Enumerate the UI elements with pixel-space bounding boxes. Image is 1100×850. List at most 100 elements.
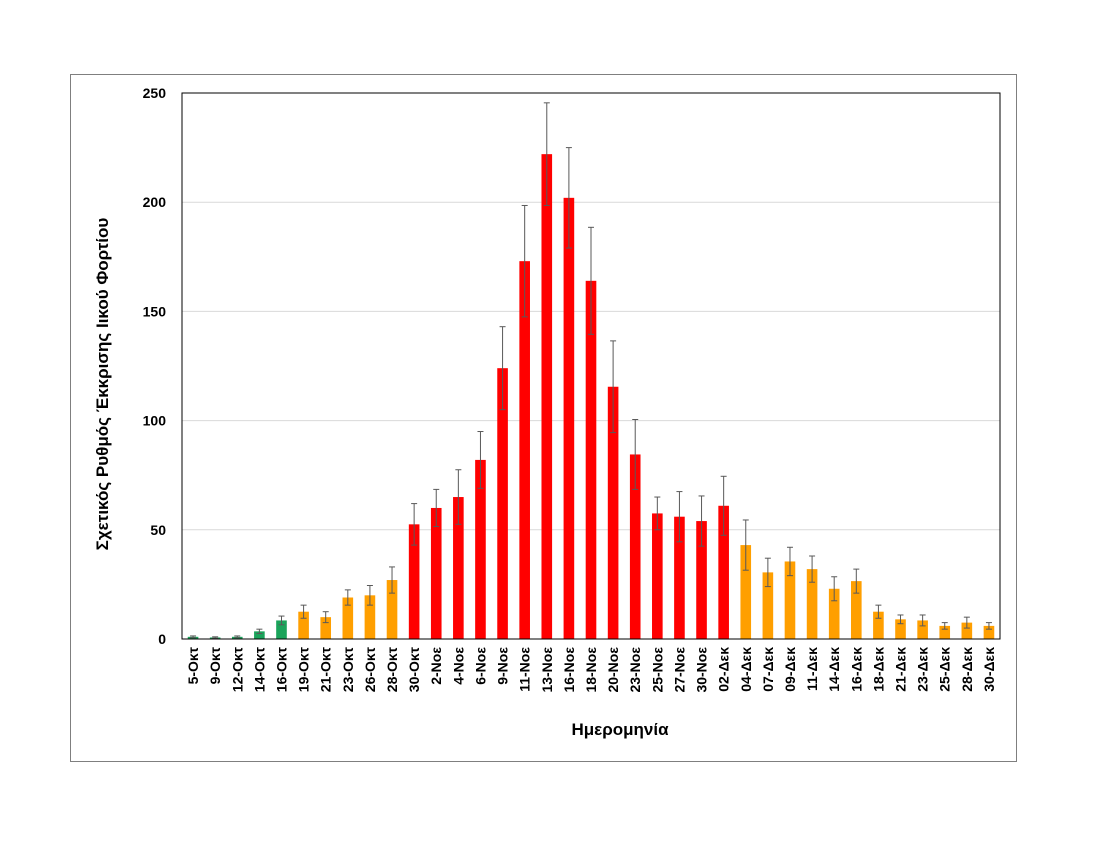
error-bar	[720, 475, 727, 536]
bar	[828, 588, 840, 639]
y-tick-label: 150	[143, 303, 167, 319]
bar	[740, 545, 752, 639]
x-tick-label: 20-Νοε	[605, 647, 621, 693]
bar	[276, 620, 287, 639]
bar	[254, 631, 265, 639]
bar	[806, 569, 818, 639]
bar	[983, 625, 995, 639]
error-bar	[565, 147, 572, 249]
axes	[181, 92, 1001, 640]
x-tick-label: 14-Δεκ	[826, 647, 842, 692]
bar	[917, 620, 928, 639]
bar	[674, 516, 685, 639]
error-bars	[190, 102, 992, 639]
error-bar	[300, 604, 307, 619]
x-tick-label: 6-Νοε	[472, 647, 488, 685]
bar	[939, 625, 951, 639]
y-tick-label: 50	[150, 522, 166, 538]
x-tick-label: 13-Νοε	[539, 647, 555, 693]
x-tick-label: 11-Νοε	[517, 647, 533, 692]
error-bar	[809, 555, 816, 583]
x-tick-label: 9-Οκτ	[207, 646, 223, 684]
y-axis-title: Σχετικός Ρυθμός Έκκρισης Ιικού Φορτίου	[93, 218, 112, 551]
error-bar	[897, 614, 904, 625]
chart-frame: 0 50 100 150 200 250 5-Οκτ 9-Οκτ 12-Οκτ 14-Οκτ 16…	[70, 74, 1017, 762]
error-bar	[278, 615, 285, 626]
x-tick-label: 25-Νοε	[649, 647, 665, 693]
error-bar	[786, 546, 793, 577]
error-bar	[963, 616, 970, 629]
bar	[497, 368, 508, 639]
error-bar	[853, 568, 860, 594]
x-tick-label: 09-Δεκ	[782, 647, 798, 692]
error-bar	[654, 496, 661, 531]
x-tick-label: 25-Δεκ	[937, 647, 953, 692]
error-bar	[676, 491, 683, 543]
x-tick-label: 30-Νοε	[694, 647, 710, 693]
error-bar	[256, 628, 263, 635]
x-tick-label: 14-Οκτ	[251, 646, 267, 692]
bar	[607, 386, 619, 639]
bar	[364, 595, 376, 639]
error-bar	[632, 419, 639, 490]
x-tick-label: 23-Δεκ	[915, 647, 931, 692]
bar	[298, 611, 309, 639]
error-bar	[764, 557, 771, 588]
error-bar	[322, 611, 329, 624]
x-tick-label: 16-Νοε	[561, 647, 577, 693]
error-bar	[366, 584, 373, 606]
plot-border	[181, 92, 1001, 640]
x-tick-label: 5-Οκτ	[185, 646, 201, 684]
x-tick-label: 02-Δεκ	[716, 647, 732, 692]
error-bar	[477, 431, 484, 489]
bar	[850, 581, 862, 639]
bar	[430, 507, 442, 639]
x-tick-label: 16-Δεκ	[848, 647, 864, 692]
x-tick-label: 30-Οκτ	[406, 646, 422, 692]
x-tick-label: 16-Οκτ	[273, 646, 289, 692]
y-tick-labels: 0 50 100 150 200 250	[143, 85, 167, 647]
bar	[541, 154, 553, 639]
y-tick-label: 200	[143, 194, 167, 210]
error-bar	[610, 340, 617, 434]
y-tick-label: 250	[143, 85, 167, 101]
x-tick-label: 30-Δεκ	[981, 647, 997, 692]
bar	[342, 597, 354, 639]
x-tick-label: 07-Δεκ	[760, 647, 776, 692]
error-bar	[212, 636, 219, 639]
x-tick-label: 26-Οκτ	[362, 646, 378, 692]
error-bar	[389, 566, 396, 594]
x-tick-label: 18-Νοε	[583, 647, 599, 693]
bar	[895, 619, 906, 639]
bars	[187, 154, 995, 639]
bar	[386, 580, 398, 639]
x-tick-label: 11-Δεκ	[804, 647, 820, 691]
bar	[696, 521, 707, 639]
bar	[563, 197, 575, 639]
error-bar	[234, 635, 241, 639]
x-tick-label: 12-Οκτ	[229, 646, 245, 692]
x-tick-label: 04-Δεκ	[738, 647, 754, 692]
x-tick-label: 19-Οκτ	[296, 646, 312, 692]
bar	[320, 617, 332, 639]
x-tick-labels: 5-Οκτ 9-Οκτ 12-Οκτ 14-Οκτ 16-Οκτ 19-Οκτ 21-Οκτ…	[185, 646, 997, 692]
bar	[961, 622, 973, 639]
x-tick-label: 28-Δεκ	[959, 647, 975, 692]
bar	[873, 611, 884, 639]
x-tick-label: 9-Νοε	[495, 647, 511, 685]
x-tick-label: 4-Νοε	[450, 647, 466, 685]
y-tick-label: 0	[158, 631, 166, 647]
error-bar	[875, 604, 882, 619]
error-bar	[698, 495, 705, 547]
error-bar	[742, 519, 749, 571]
bar	[762, 572, 774, 639]
error-bar	[190, 635, 197, 639]
bar	[453, 497, 464, 639]
bar	[408, 524, 420, 639]
bar	[475, 459, 486, 639]
error-bar	[411, 503, 418, 546]
error-bar	[985, 622, 992, 630]
x-axis-title: Ημερομηνία	[571, 720, 669, 739]
error-bar	[455, 469, 462, 525]
bar	[585, 280, 597, 639]
